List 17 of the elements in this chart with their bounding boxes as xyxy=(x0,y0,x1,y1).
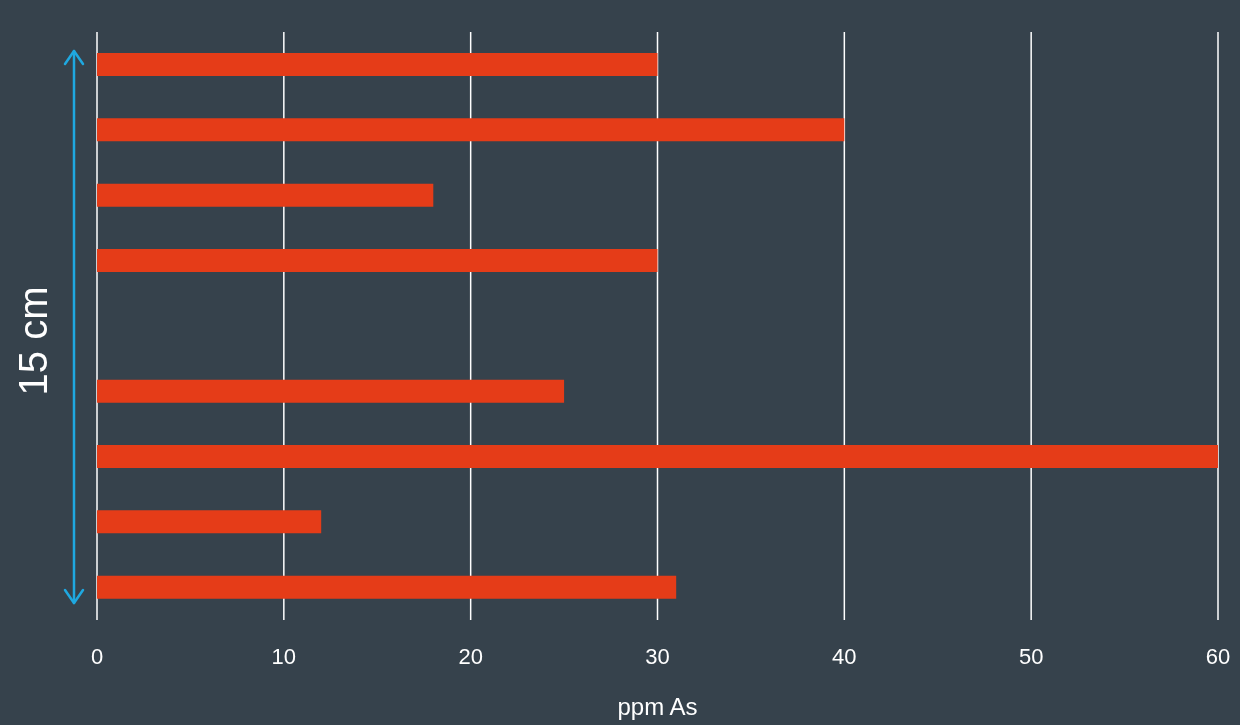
bar xyxy=(97,249,658,272)
bar xyxy=(97,118,845,142)
x-tick-label: 40 xyxy=(832,643,857,669)
x-tick-label: 20 xyxy=(458,643,483,669)
x-tick-label: 60 xyxy=(1205,643,1231,669)
bar xyxy=(97,53,658,76)
x-tick-label: 30 xyxy=(645,643,670,669)
bar xyxy=(97,510,322,534)
x-axis-title: ppm As xyxy=(617,693,698,720)
x-tick-label: 0 xyxy=(90,643,104,669)
bar xyxy=(97,575,677,599)
bar xyxy=(97,379,565,403)
x-tick-label: 10 xyxy=(271,643,297,669)
bar xyxy=(97,183,434,207)
x-tick-label: 50 xyxy=(1018,643,1044,669)
y-axis-title: 15 cm xyxy=(10,286,56,396)
bar xyxy=(97,445,1218,468)
